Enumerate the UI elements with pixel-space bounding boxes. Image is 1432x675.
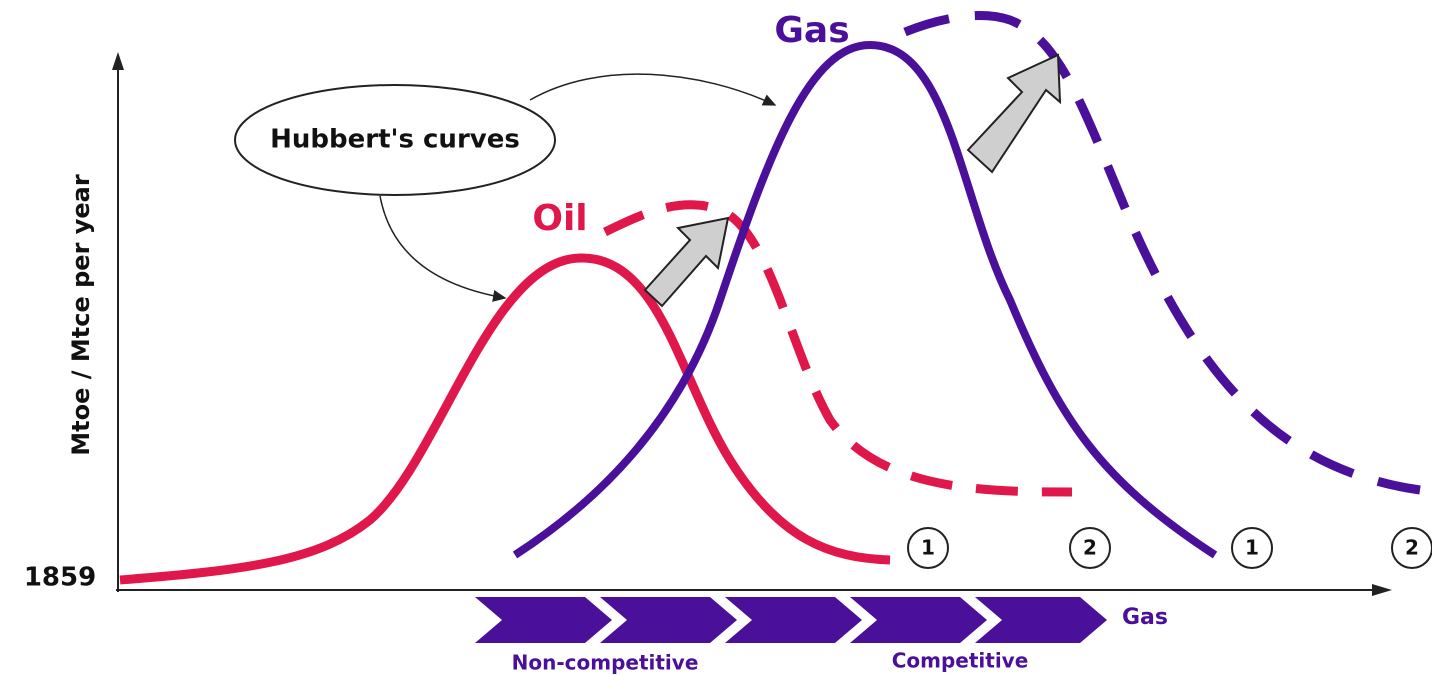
phase-label: Non-competitive bbox=[512, 651, 699, 675]
oil-curve bbox=[119, 253, 891, 585]
marker-circle bbox=[907, 527, 949, 569]
shift-arrow bbox=[643, 216, 730, 308]
callout-text: Hubbert's curves bbox=[270, 125, 520, 155]
chevron bbox=[975, 597, 1107, 643]
oil-label: Oil bbox=[532, 198, 587, 239]
markers: 1 2 1 2 bbox=[907, 527, 1432, 569]
chevron bbox=[600, 597, 737, 643]
oil-curve-extended bbox=[603, 200, 1073, 497]
chevron bbox=[850, 597, 987, 643]
phase-label: Competitive bbox=[892, 649, 1029, 673]
timeline bbox=[475, 597, 1107, 643]
gas-label: Gas bbox=[774, 10, 849, 51]
x-axis-arrow bbox=[1372, 584, 1392, 596]
gas-curve bbox=[512, 40, 1218, 559]
shift-arrow bbox=[966, 53, 1062, 174]
callout bbox=[234, 84, 556, 196]
timeline-end-label: Gas bbox=[1122, 605, 1168, 630]
marker-circle bbox=[1391, 527, 1432, 569]
gas-curve-extended bbox=[903, 11, 1421, 495]
marker-label: 2 bbox=[1405, 536, 1419, 560]
marker-label: 1 bbox=[1245, 536, 1259, 560]
callout-arrow bbox=[379, 195, 507, 302]
chevron bbox=[475, 597, 612, 643]
origin-label: 1859 bbox=[24, 563, 96, 593]
marker-circle bbox=[1069, 527, 1111, 569]
marker-label: 2 bbox=[1083, 536, 1097, 560]
callout-arrow bbox=[529, 73, 777, 106]
y-axis-arrow bbox=[112, 52, 124, 70]
marker-label: 1 bbox=[921, 536, 935, 560]
y-axis-label: Mtoe / Mtce per year bbox=[67, 174, 95, 456]
chevron bbox=[725, 597, 862, 643]
marker-circle bbox=[1231, 527, 1273, 569]
